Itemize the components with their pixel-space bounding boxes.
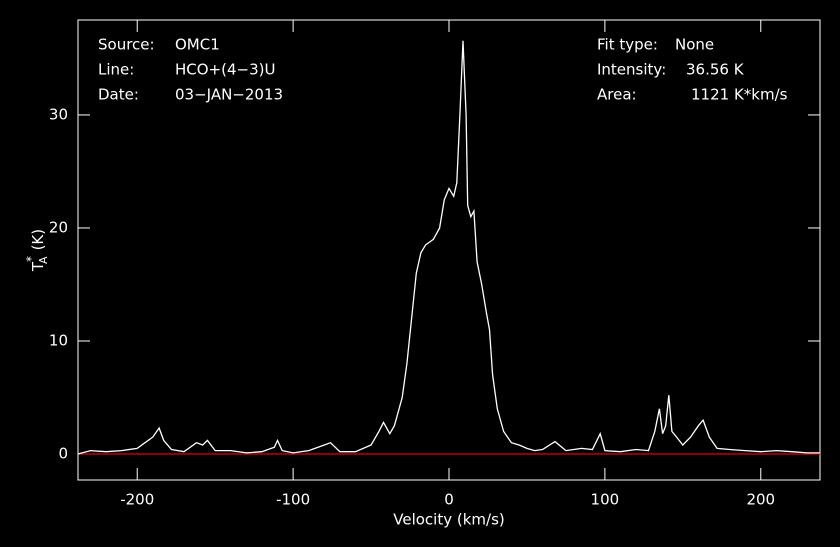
annotation-label: Date: — [98, 86, 139, 104]
annotation-value: HCO+(4−3)U — [175, 61, 275, 79]
annotation-value: OMC1 — [175, 36, 220, 54]
y-tick-label: 20 — [49, 218, 68, 236]
annotation-value: 03−JAN−2013 — [175, 86, 283, 104]
annotation-value: None — [675, 36, 714, 54]
x-tick-label: 100 — [591, 491, 620, 509]
annotation-label: Intensity: — [597, 61, 666, 79]
annotation-value: 36.56 K — [686, 61, 745, 79]
x-tick-label: -100 — [276, 491, 310, 509]
annotation-label: Line: — [98, 61, 134, 79]
y-tick-label: 30 — [49, 105, 68, 123]
annotation-label: Source: — [98, 36, 155, 54]
annotation-label: Fit type: — [597, 36, 658, 54]
x-tick-label: 0 — [444, 491, 454, 509]
y-tick-label: 10 — [49, 331, 68, 349]
annotation-value: 1121 K*km/s — [691, 86, 788, 104]
x-tick-label: -200 — [120, 491, 154, 509]
y-label-text: T*A(K) — [24, 229, 51, 272]
spectrum-line — [77, 40, 820, 455]
y-tick-label: 0 — [58, 445, 68, 463]
annotation-label: Area: — [597, 86, 637, 104]
y-axis-label: T*A(K) — [24, 229, 51, 272]
x-axis-label: Velocity (km/s) — [393, 511, 504, 529]
x-tick-label: 200 — [746, 491, 775, 509]
